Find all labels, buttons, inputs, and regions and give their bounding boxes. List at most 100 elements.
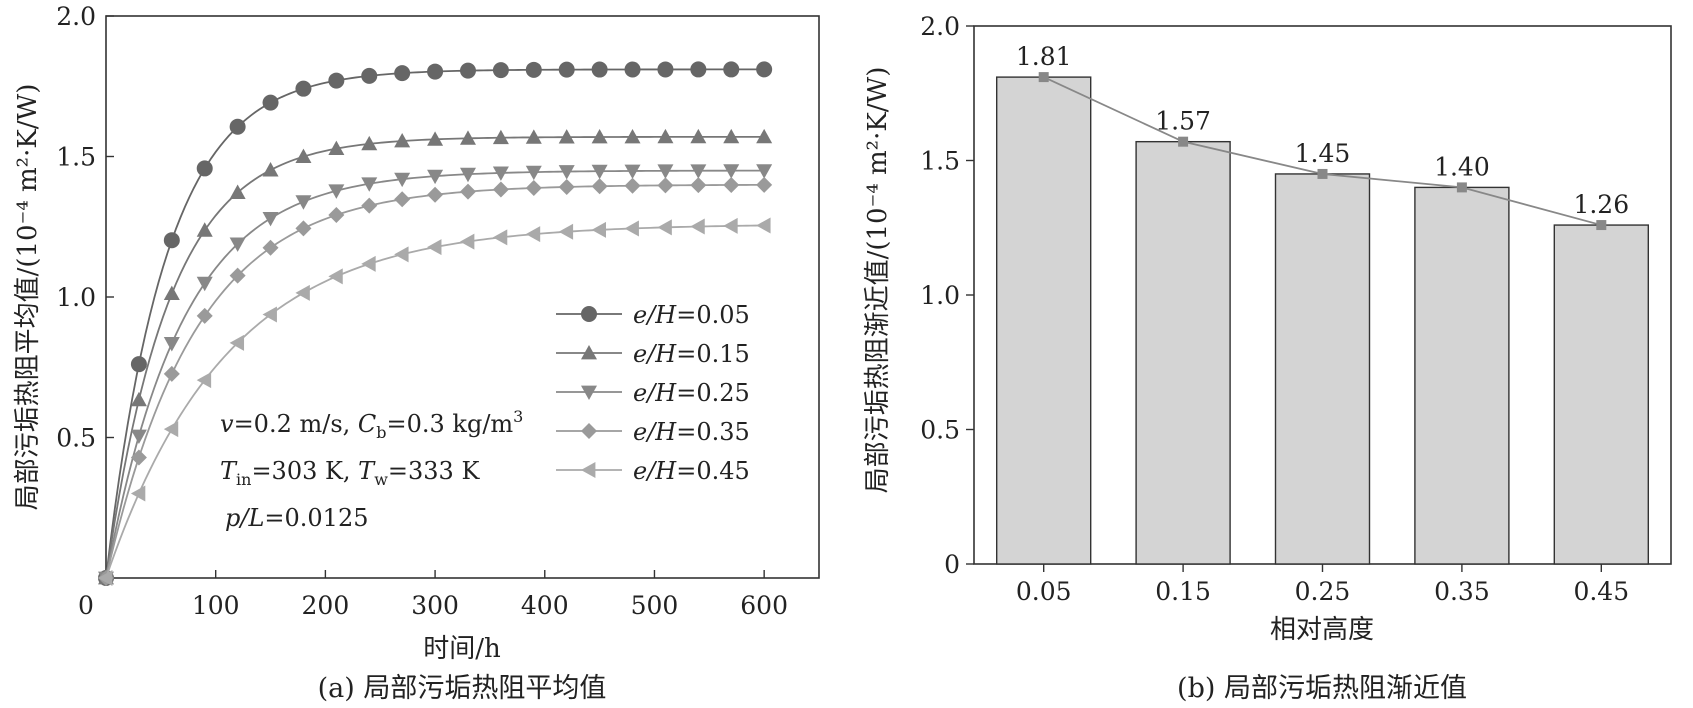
data-point — [163, 232, 180, 249]
legend-item: e/H=0.05 — [556, 301, 750, 329]
legend-label: e/H=0.45 — [633, 457, 750, 485]
data-point — [262, 239, 279, 256]
data-point — [361, 67, 378, 84]
data-point — [361, 135, 378, 151]
data-point — [130, 449, 147, 466]
bar — [996, 76, 1092, 565]
data-point — [130, 429, 147, 444]
legend-label: e/H=0.25 — [633, 379, 750, 407]
data-point — [229, 237, 246, 252]
data-point — [427, 169, 444, 185]
data-point — [756, 128, 773, 144]
data-point — [690, 164, 707, 179]
data-point — [558, 178, 575, 195]
data-point — [525, 129, 542, 144]
data-point — [624, 164, 641, 179]
data-point — [723, 61, 740, 78]
data-point — [591, 221, 607, 238]
chart-b-xtick-label: 0.15 — [1155, 577, 1211, 606]
data-point — [394, 133, 411, 148]
chart-a-legend: e/H=0.05 e/H=0.15 e/H=0.25 e/H=0.35 e/H=0.45 — [556, 301, 750, 485]
data-point — [328, 206, 345, 223]
chart-a-annotation: v=0.2 m/s, Cb=0.3 kg/m3 Tin=303 K, Tw=33… — [220, 407, 523, 532]
data-point — [229, 267, 246, 284]
data-point — [492, 229, 508, 246]
data-point — [163, 421, 179, 438]
data-point — [558, 61, 575, 78]
trend-point — [1456, 182, 1467, 193]
chart-a-series-0 — [98, 61, 773, 586]
data-point — [591, 129, 608, 144]
chart-b-xtick-label: 0.35 — [1434, 577, 1490, 606]
data-point — [690, 128, 707, 144]
chart-b-trend-line — [1038, 72, 1607, 231]
chart-b: 00.51.01.52.00.05 0.15 0.25 0.35 0.45 1.811.… — [863, 12, 1672, 704]
chart-a-ticks: 100 200 300 400 500 600 0 0.5 1.0 1.5 2.0 — [56, 2, 788, 620]
chart-b-value-labels: 1.81 1.57 1.45 1.40 1.26 — [1016, 42, 1629, 219]
data-point — [657, 219, 672, 236]
legend-item: e/H=0.45 — [556, 457, 750, 485]
trend-point — [1596, 220, 1607, 231]
chart-b-xtick-label: 0.45 — [1573, 577, 1629, 606]
data-point — [756, 164, 773, 179]
chart-b-caption: (b) 局部污垢热阻渐近值 — [1177, 673, 1467, 704]
chart-a-series-1 — [98, 128, 773, 585]
chart-a-xtick-label: 600 — [740, 591, 788, 620]
data-point — [657, 128, 674, 144]
legend-item: e/H=0.25 — [556, 379, 750, 407]
data-point — [328, 72, 345, 89]
chart-a-xtick-label: 200 — [302, 591, 350, 620]
data-point — [427, 63, 444, 80]
legend-label: e/H=0.15 — [633, 340, 750, 368]
data-point — [525, 179, 542, 196]
data-point — [196, 307, 213, 324]
data-point — [591, 61, 608, 78]
bar — [1274, 173, 1371, 565]
data-point — [295, 284, 310, 301]
data-point — [130, 391, 147, 407]
data-point — [690, 218, 705, 235]
chart-a: 100 200 300 400 500 600 0 0.5 1.0 1.5 2.0 局部污垢热阻平均… — [13, 2, 820, 704]
legend-marker — [581, 345, 597, 360]
chart-a-xtick-label: 500 — [631, 591, 679, 620]
chart-b-ytick-label: 0 — [944, 550, 960, 579]
legend-marker — [581, 462, 596, 478]
data-point — [558, 165, 575, 180]
data-point — [624, 220, 639, 237]
bar — [1414, 186, 1510, 565]
data-point — [229, 118, 246, 135]
chart-a-xtick-label: 300 — [411, 591, 459, 620]
data-point — [624, 128, 641, 144]
bar — [1553, 224, 1650, 565]
data-point — [295, 220, 312, 237]
data-point — [459, 183, 476, 200]
data-point — [756, 61, 773, 78]
data-point — [558, 223, 574, 240]
data-point — [328, 268, 343, 285]
data-point — [723, 164, 740, 179]
data-point — [525, 165, 542, 181]
data-point — [427, 131, 444, 146]
data-point — [723, 217, 738, 234]
data-point — [756, 176, 773, 193]
data-point — [624, 177, 641, 194]
chart-b-xlabel: 相对高度 — [1270, 615, 1374, 645]
data-point — [295, 80, 312, 97]
data-point — [459, 167, 476, 183]
data-point — [624, 61, 641, 78]
data-point — [328, 140, 345, 156]
chart-a-xlabel: 时间/h — [423, 634, 501, 664]
data-point — [196, 372, 212, 389]
data-point — [262, 306, 277, 323]
data-point — [657, 177, 674, 194]
bar-value-label: 1.45 — [1295, 139, 1351, 168]
chart-a-series — [98, 61, 773, 586]
legend-label: e/H=0.05 — [633, 301, 750, 329]
chart-a-series-4 — [98, 217, 771, 586]
data-point — [394, 246, 409, 263]
chart-a-ytick-label: 2.0 — [56, 2, 96, 31]
data-point — [459, 130, 476, 145]
chart-a-frame — [105, 15, 820, 579]
data-point — [262, 162, 279, 177]
data-point — [295, 195, 312, 210]
